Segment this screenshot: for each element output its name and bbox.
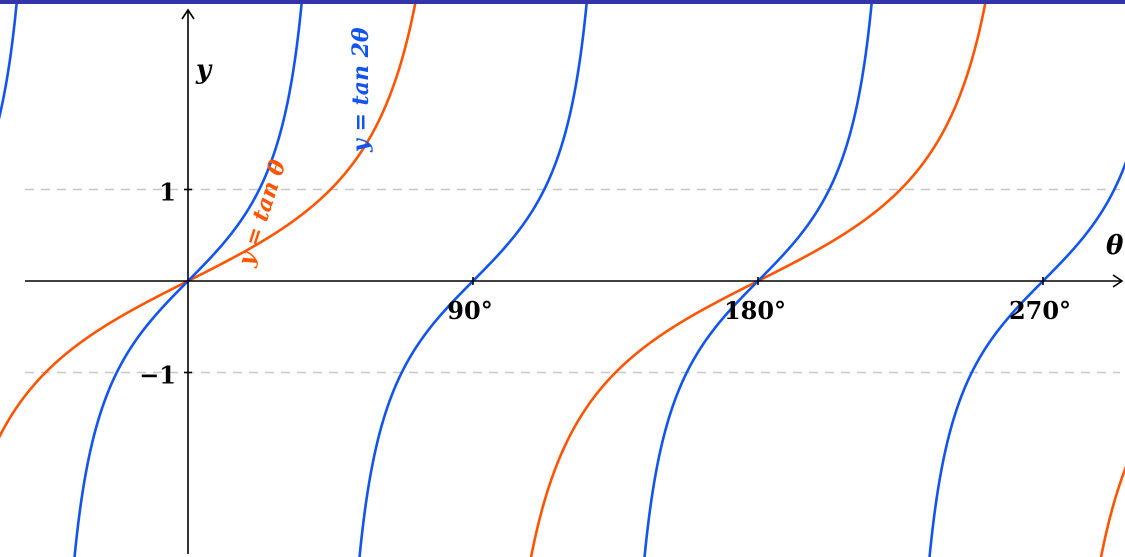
tan2-curve-branch	[0, 0, 19, 120]
y-tick-label: 1	[159, 178, 176, 207]
y-axis-arrow	[181, 8, 195, 20]
x-tick-label: 270°	[1009, 296, 1071, 325]
top-bar	[0, 0, 1125, 4]
series-label-tan2: y = tan 2θ	[348, 27, 374, 153]
x-tick-label: 180°	[724, 296, 786, 325]
x-tick-label: 90°	[447, 296, 492, 325]
axes	[25, 8, 1124, 554]
ticks: −90°90°180°270°360°450°540°1−1	[139, 178, 1071, 390]
x-axis-label: θ	[1106, 231, 1124, 261]
tan2-curve-branch	[928, 161, 1125, 557]
y-axis-label: y	[195, 55, 213, 85]
reference-lines	[25, 188, 1120, 374]
x-axis-arrow	[1112, 274, 1124, 288]
tan-curve-branch	[0, 0, 418, 439]
y-tick-label: −1	[139, 361, 176, 390]
